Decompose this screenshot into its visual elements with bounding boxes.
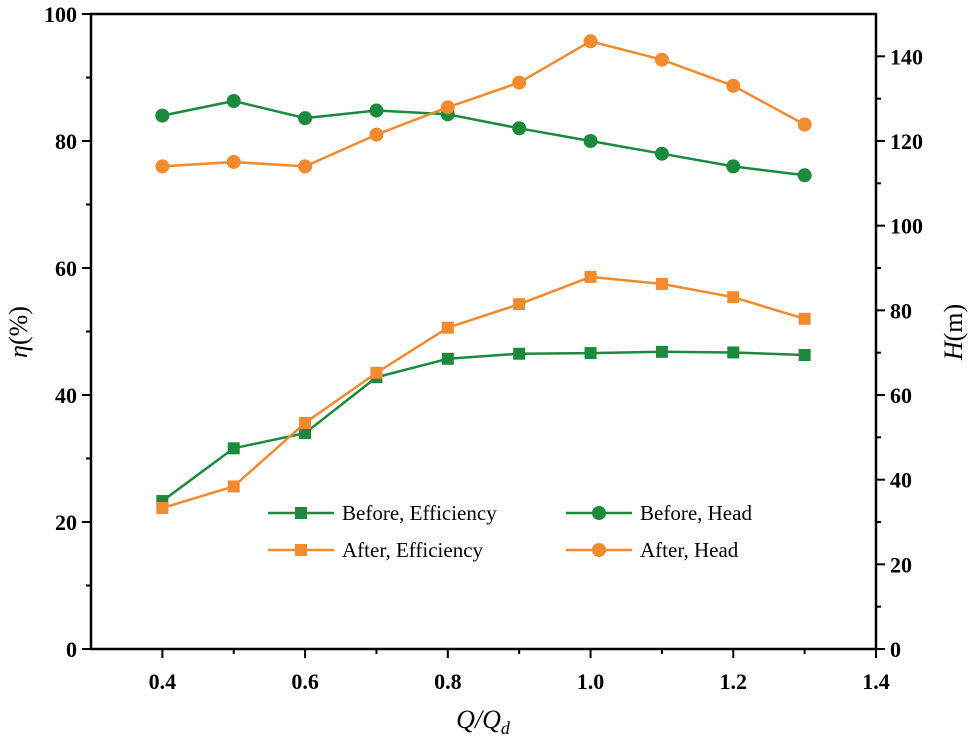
x-axis-title: Q/Qd	[456, 705, 511, 738]
y-right-title-unit: (m)	[939, 304, 968, 342]
series-layer	[155, 34, 812, 515]
y-right-title-symbol: H	[939, 340, 968, 361]
y-axis-right-title: H(m)	[939, 304, 968, 361]
data-point-after-head	[583, 34, 598, 49]
x-tick-label: 0.8	[434, 669, 462, 694]
legend-marker-before-head	[592, 506, 606, 520]
y-left-tick-label: 40	[55, 383, 77, 408]
x-title-sub: d	[501, 718, 511, 738]
legend-label-after-head: After, Head	[640, 538, 739, 562]
y-left-title-unit: (%)	[4, 306, 33, 345]
y-right-tick-label: 120	[890, 129, 923, 154]
legend-item-before-efficiency: Before, Efficiency	[268, 501, 497, 525]
data-point-before-head	[583, 134, 598, 148]
series-line-before-head	[162, 99, 805, 177]
legend-marker-after-efficiency	[295, 544, 307, 556]
y-left-tick-label: 60	[55, 256, 77, 281]
data-point-after-head	[226, 154, 241, 169]
y-right-tick-label: 80	[890, 298, 912, 323]
y-left-tick-label: 20	[55, 510, 77, 535]
data-point-before-head	[726, 159, 741, 174]
data-point-after-efficiency	[156, 502, 169, 515]
x-tick-label: 0.4	[149, 669, 177, 694]
data-point-after-head	[797, 117, 812, 132]
data-point-after-head	[298, 159, 313, 174]
data-point-after-head	[512, 75, 527, 90]
data-point-after-efficiency	[727, 291, 740, 304]
y-left-tick-label: 0	[66, 637, 77, 662]
x-tick-label: 1.2	[720, 669, 748, 694]
data-point-before-head	[512, 121, 527, 136]
series-line-after-efficiency	[162, 275, 805, 510]
legend-marker-before-efficiency	[295, 507, 307, 519]
y-right-tick-label: 100	[890, 214, 923, 239]
y-right-tick-label: 20	[890, 552, 912, 577]
data-point-after-efficiency	[299, 416, 312, 429]
y-left-title-symbol: η	[4, 345, 33, 358]
legend-item-after-head: After, Head	[566, 538, 739, 562]
data-point-after-efficiency	[441, 321, 454, 334]
x-tick-label: 1.4	[862, 669, 890, 694]
y-right-tick-label: 0	[890, 637, 901, 662]
data-point-after-efficiency	[227, 480, 240, 493]
plot-frame	[89, 12, 878, 651]
data-point-before-efficiency	[655, 345, 668, 358]
data-point-before-efficiency	[227, 442, 240, 455]
legend-marker-after-head	[592, 543, 606, 557]
series-after-head	[155, 34, 812, 174]
data-point-after-efficiency	[370, 366, 383, 379]
data-point-before-head	[797, 168, 812, 183]
data-point-before-efficiency	[299, 427, 312, 440]
data-point-before-efficiency	[798, 348, 811, 361]
legend-label-before-head: Before, Head	[640, 501, 752, 525]
data-point-after-efficiency	[584, 270, 597, 283]
legend: Before, Efficiency Before, Head After, E…	[268, 501, 752, 562]
data-point-after-efficiency	[513, 298, 526, 311]
data-point-after-efficiency	[798, 312, 811, 325]
x-tick-label: 0.6	[291, 669, 319, 694]
series-line-after-head	[162, 40, 806, 168]
y-right-tick-label: 140	[890, 44, 923, 69]
series-after-efficiency	[156, 270, 811, 515]
data-point-before-head	[654, 146, 669, 161]
x-tick-label: 1.0	[577, 669, 605, 694]
y-right-tick-label: 40	[890, 468, 912, 493]
data-point-before-head	[298, 111, 313, 126]
y-left-tick-label: 80	[55, 129, 77, 154]
y-left-tick-label: 100	[44, 2, 77, 27]
y-axis-left-title: η(%)	[4, 306, 33, 358]
data-point-after-head	[369, 127, 384, 142]
data-point-after-head	[440, 100, 455, 115]
data-point-before-efficiency	[513, 347, 526, 360]
legend-item-after-efficiency: After, Efficiency	[268, 538, 484, 562]
legend-item-before-head: Before, Head	[566, 501, 752, 525]
data-point-after-head	[155, 159, 170, 174]
data-point-before-head	[369, 103, 384, 118]
data-point-before-efficiency	[584, 347, 597, 360]
legend-label-after-efficiency: After, Efficiency	[342, 538, 484, 562]
data-point-before-efficiency	[727, 346, 740, 359]
axis-ticks: 0.4 0.6 0.8 1.0 1.2 1.40204060801000204060801…	[44, 2, 923, 694]
data-point-before-efficiency	[441, 352, 454, 365]
y-right-tick-label: 60	[890, 383, 912, 408]
series-before-efficiency	[156, 345, 811, 508]
data-point-after-efficiency	[655, 277, 668, 290]
data-point-before-head	[155, 108, 170, 123]
data-point-after-head	[726, 78, 741, 93]
x-title-main: Q/Q	[456, 705, 501, 734]
series-before-head	[155, 93, 812, 183]
data-point-before-head	[226, 93, 241, 108]
data-point-after-head	[654, 52, 669, 67]
series-line-before-efficiency	[161, 350, 805, 503]
legend-label-before-efficiency: Before, Efficiency	[342, 501, 497, 525]
